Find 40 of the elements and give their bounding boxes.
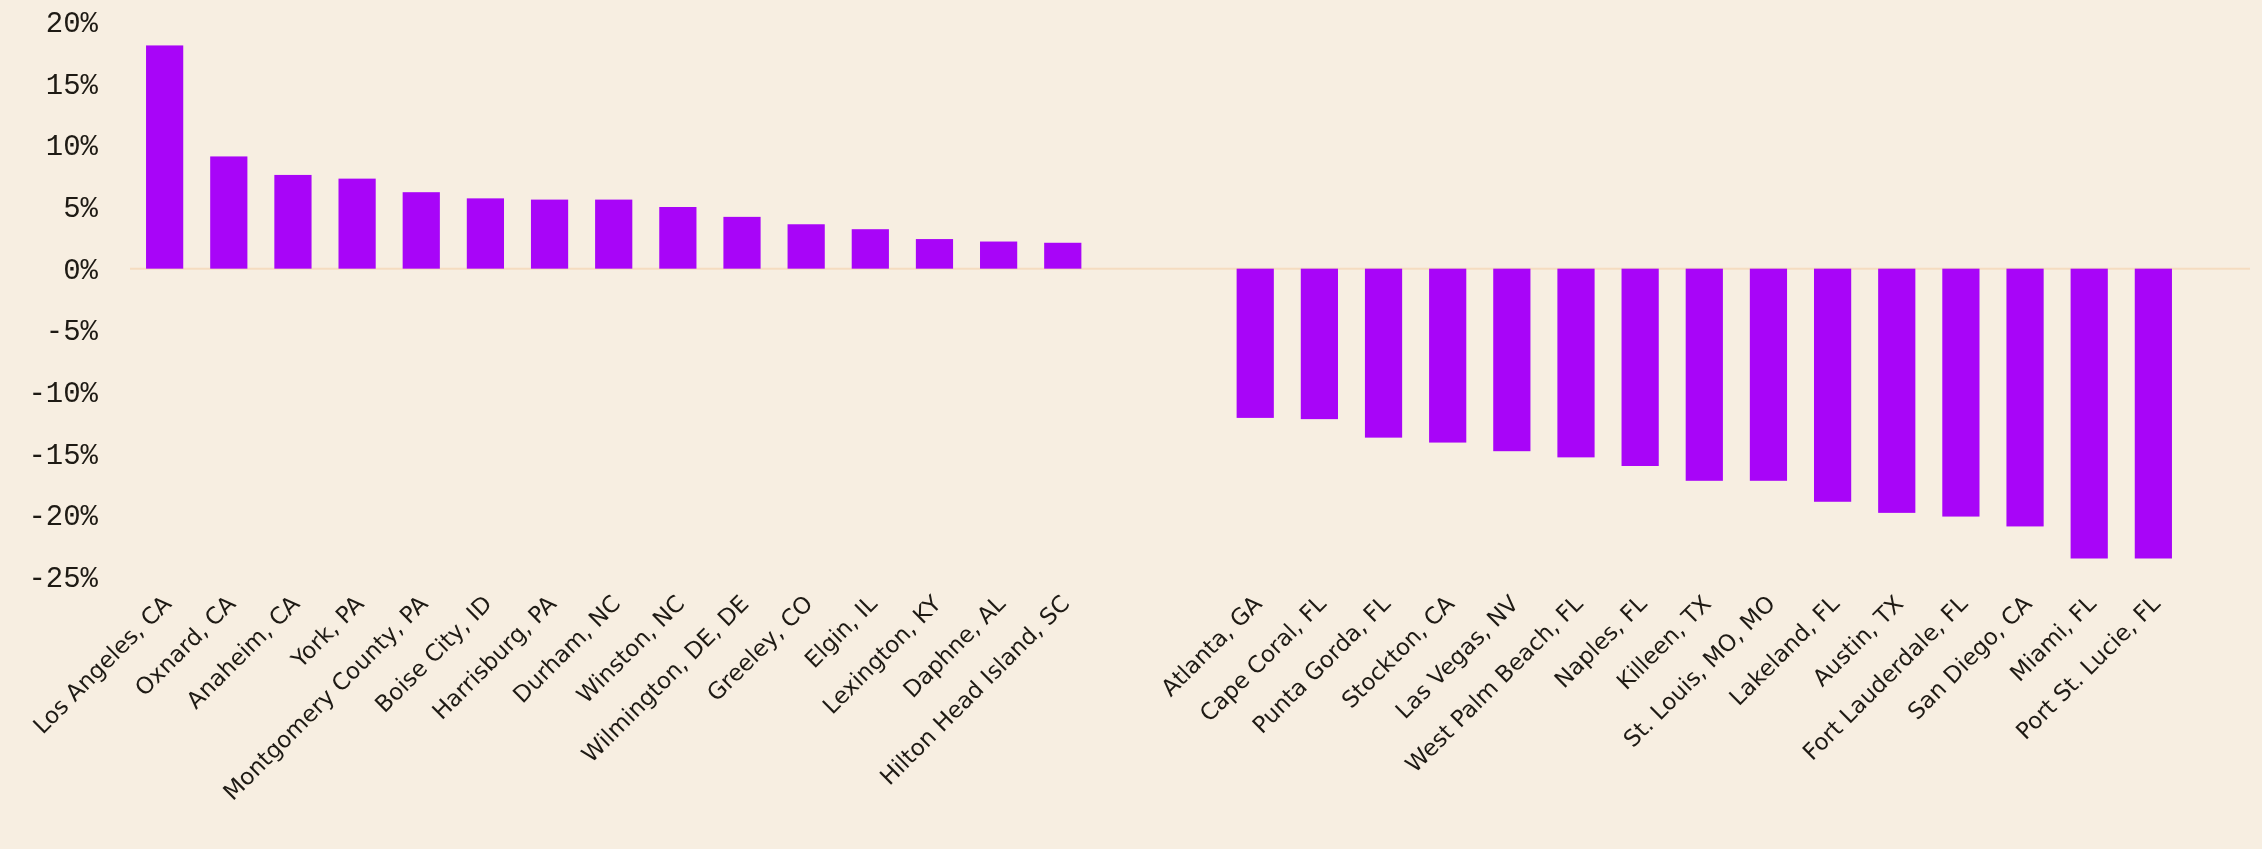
bar xyxy=(402,192,440,269)
y-tick-label: -20% xyxy=(28,501,99,535)
bar xyxy=(2070,268,2108,559)
bar xyxy=(1749,268,1788,481)
y-tick-label: 10% xyxy=(45,131,99,165)
bar xyxy=(338,178,376,269)
bar xyxy=(851,229,889,269)
bar xyxy=(787,224,825,269)
bar xyxy=(1942,268,1980,517)
y-tick-label: 0% xyxy=(63,254,99,288)
y-tick-label: -25% xyxy=(28,563,99,597)
bar xyxy=(1236,268,1274,418)
bar xyxy=(1364,268,1403,438)
bar xyxy=(210,156,248,269)
bar xyxy=(915,239,954,269)
bar xyxy=(1493,268,1531,452)
y-tick-label: -10% xyxy=(28,378,99,412)
bar xyxy=(530,199,569,269)
bar xyxy=(1813,268,1852,502)
bar xyxy=(659,207,697,269)
bar xyxy=(274,174,312,269)
bar xyxy=(466,198,505,269)
bar xyxy=(1300,268,1338,420)
y-tick-label: 5% xyxy=(63,193,99,227)
bar xyxy=(1044,242,1082,269)
bar xyxy=(980,241,1018,269)
bar xyxy=(1621,268,1659,466)
y-tick-label: 15% xyxy=(45,69,99,103)
y-tick-label: -5% xyxy=(45,316,99,350)
bar xyxy=(1429,268,1467,443)
y-tick-label: -15% xyxy=(28,439,99,473)
bar xyxy=(595,199,633,269)
y-tick-label: 20% xyxy=(45,8,99,42)
bar xyxy=(146,45,184,269)
bar xyxy=(723,216,761,269)
bar xyxy=(2134,268,2172,559)
bar xyxy=(1557,268,1595,458)
bar xyxy=(1685,268,1723,481)
bar xyxy=(2006,268,2044,527)
bar xyxy=(1878,268,1916,513)
